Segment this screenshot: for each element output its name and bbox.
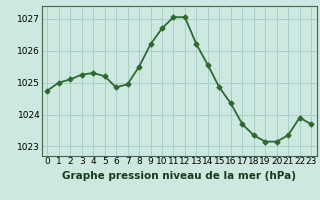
X-axis label: Graphe pression niveau de la mer (hPa): Graphe pression niveau de la mer (hPa): [62, 171, 296, 181]
